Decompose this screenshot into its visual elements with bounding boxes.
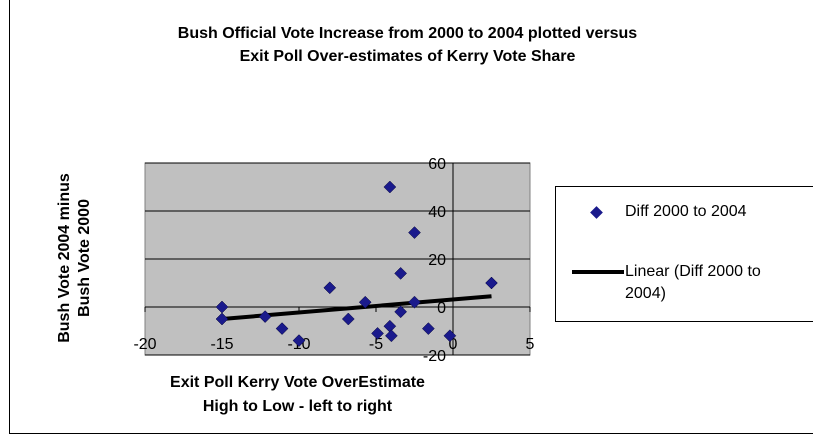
data-point-7: [358, 295, 372, 309]
data-point-8: [371, 327, 384, 340]
y-tick-label-3: 40: [428, 204, 446, 221]
y-tick-label-0: -20: [423, 348, 446, 365]
data-point-14: [408, 226, 421, 239]
legend-label-diff: Diff 2000 to 2004: [625, 203, 747, 220]
x-axis-label-line-1: Exit Poll Kerry Vote OverEstimate: [170, 374, 425, 391]
y-tick-label-4: 60: [428, 156, 446, 173]
data-point-17: [443, 329, 457, 343]
chart-title-line-1: Bush Official Vote Increase from 2000 to…: [177, 25, 638, 42]
diamond-marker-icon: [590, 206, 603, 219]
x-tick-label-5: 5: [526, 336, 535, 353]
data-point-9: [383, 180, 397, 194]
data-point-18: [485, 276, 498, 290]
x-tick-label-0: -20: [133, 336, 156, 353]
data-point-3: [275, 322, 289, 335]
data-point-2: [258, 310, 272, 323]
legend: Diff 2000 to 2004 Linear (Diff 2000 to 2…: [555, 186, 813, 322]
y-tick-label-1: 0: [437, 300, 446, 317]
data-point-16: [422, 322, 435, 335]
x-tick-label-1: -15: [210, 336, 233, 353]
data-point-11: [385, 329, 398, 343]
legend-item-linear: Linear (Diff 2000 to 2004): [556, 261, 806, 305]
data-point-12: [394, 267, 407, 280]
data-point-6: [341, 312, 355, 326]
y-tick-label-2: 20: [428, 252, 446, 269]
chart-title-line-2: Exit Poll Over-estimates of Kerry Vote S…: [239, 48, 576, 65]
x-axis-label-line-2: High to Low - left to right: [202, 398, 393, 415]
legend-item-diff: Diff 2000 to 2004: [556, 203, 806, 225]
data-point-5: [323, 281, 337, 295]
data-point-15: [408, 295, 421, 309]
data-point-4: [292, 334, 306, 347]
trendline-swatch-icon: [572, 270, 624, 274]
data-point-13: [394, 305, 407, 319]
x-tick-label-4: 0: [449, 336, 458, 353]
chart-area-border: [9, 0, 813, 434]
data-point-1: [215, 312, 229, 326]
legend-label-linear: Linear (Diff 2000 to 2004): [625, 263, 761, 302]
x-tick-label-3: -5: [369, 336, 383, 353]
